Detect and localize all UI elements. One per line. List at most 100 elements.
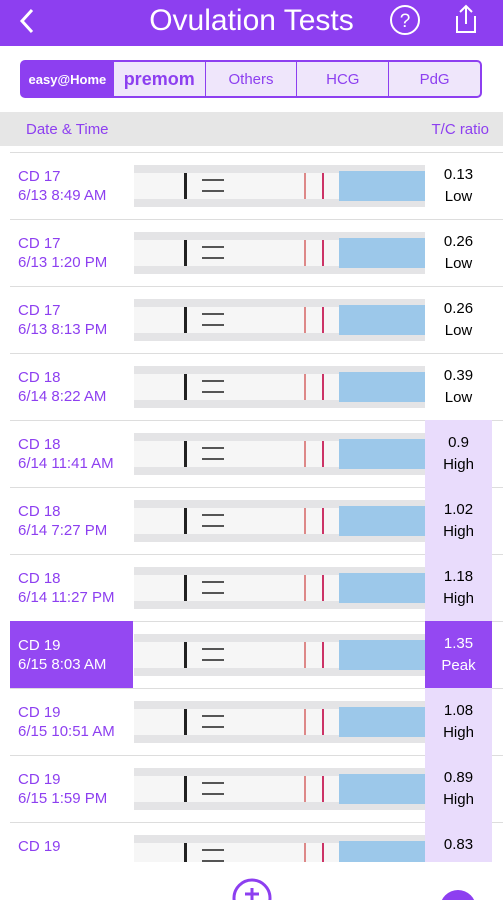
test-row[interactable]: CD 18 6/14 11:27 PM 1.18 High [0,554,503,621]
ratio-value: 1.02 [443,501,474,518]
title: Ovulation Tests [149,4,354,37]
column-label: Date & Time [26,121,109,138]
ratio-value: 0.26 [443,233,474,250]
header: ? Ovulation Tests [0,0,503,46]
ratio-value: 1.08 [443,702,474,719]
test-strip-photo [134,232,425,274]
separator [10,822,503,823]
column-label: T/C ratio [431,121,489,138]
fab-button[interactable] [440,890,476,905]
date-cell: CD 17 6/13 8:49 AM [10,152,133,219]
separator [10,219,503,220]
test-row[interactable]: CD 18 6/14 8:22 AM 0.39 Low [0,353,503,420]
level: High [443,791,474,808]
separator [10,621,503,622]
ratio-value: 0.83 [443,836,474,853]
test-strip-photo [134,433,425,475]
tab[interactable]: easy@Home [22,62,113,96]
timestamp: 6/13 1:20 PM [18,254,108,271]
timestamp: 6/14 11:27 PM [18,589,115,606]
test-row[interactable]: CD 18 6/14 11:41 AM 0.9 High [0,420,503,487]
cycle-day: CD 19 [18,704,61,721]
cycle-day: CD 19 [18,637,61,654]
date-cell: CD 17 6/13 8:13 PM [10,286,133,353]
level: Peak [441,657,476,674]
separator [10,286,503,287]
bottom-bar [0,862,503,905]
test-strip-photo [134,701,425,743]
cycle-day: CD 18 [18,570,61,587]
tab[interactable]: premom [112,62,205,96]
ratio-cell: 0.26 Low [425,219,492,286]
ratio-value: 1.35 [443,635,474,652]
cycle-day: CD 18 [18,369,61,386]
cycle-day: CD 18 [18,503,61,520]
ratio-cell: 1.08 High [425,688,492,755]
cycle-day: CD 17 [18,235,61,252]
level: Low [444,188,473,205]
separator [10,420,503,421]
separator [10,353,503,354]
ratio-cell: 1.02 High [425,487,492,554]
date-cell: CD 18 6/14 8:22 AM [10,353,133,420]
test-row[interactable]: CD 19 6/15 10:51 AM 1.08 High [0,688,503,755]
date-cell: CD 18 6/14 11:27 PM [10,554,133,621]
test-row[interactable]: CD 18 6/14 7:27 PM 1.02 High [0,487,503,554]
test-strip-photo [134,567,425,609]
timestamp: 6/13 8:49 AM [18,187,107,204]
ratio-value: 0.89 [443,769,474,786]
ratio-value: 0.13 [443,166,474,183]
level: High [443,590,474,607]
date-cell: CD 17 6/13 1:20 PM [10,219,133,286]
cycle-day: CD 17 [18,302,61,319]
separator [10,487,503,488]
timestamp: 6/15 8:03 AM [18,656,107,673]
cycle-day: CD 19 [18,838,61,855]
ratio-cell: 1.35 Peak [425,621,492,688]
date-cell: CD 18 6/14 11:41 AM [10,420,133,487]
level: High [443,724,474,741]
cycle-day: CD 19 [18,771,61,788]
test-row[interactable]: CD 17 6/13 8:49 AM 0.13 Low [0,152,503,219]
cycle-day: CD 18 [18,436,61,453]
level: Low [444,389,473,406]
test-strip-photo [134,165,425,207]
date-cell: CD 19 6/15 8:03 AM [10,621,133,688]
date-cell: CD 19 [10,822,133,889]
timestamp: 6/14 11:41 AM [18,455,114,472]
tab[interactable]: Others [204,62,297,96]
back-button[interactable] [19,8,34,34]
tab-bar: easy@Home premom Others HCG PdG [20,60,482,98]
timestamp: 6/14 8:22 AM [18,388,107,405]
test-row[interactable]: CD 17 6/13 1:20 PM 0.26 Low [0,219,503,286]
test-row[interactable]: CD 17 6/13 8:13 PM 0.26 Low [0,286,503,353]
help-icon: ? [400,11,411,32]
header-icons: ? [19,4,476,35]
level: High [443,456,474,473]
ratio-cell: 0.9 High [425,420,492,487]
timestamp: 6/15 10:51 AM [18,723,115,740]
date-cell: CD 18 6/14 7:27 PM [10,487,133,554]
ratio-value: 0.9 [448,434,469,451]
help-button[interactable] [390,5,420,35]
test-strip-photo [134,500,425,542]
ratio-cell: 0.39 Low [425,353,492,420]
test-row[interactable]: CD 19 6/15 8:03 AM 1.35 Peak [0,621,503,688]
column-header: Date & Time T/C ratio [0,112,503,146]
add-button[interactable] [232,878,272,905]
tab[interactable]: PdG [388,62,480,96]
share-button[interactable] [456,4,476,33]
timestamp: 6/13 8:13 PM [18,321,108,338]
test-strip-photo [134,299,425,341]
level: Low [444,322,473,339]
ratio-cell: 0.13 Low [425,152,492,219]
separator [10,152,503,153]
test-row[interactable]: CD 19 6/15 1:59 PM 0.89 High [0,755,503,822]
timestamp: 6/15 1:59 PM [18,790,108,807]
ratio-cell: 1.18 High [425,554,492,621]
date-cell: CD 19 6/15 1:59 PM [10,755,133,822]
test-strip-photo [134,768,425,810]
cycle-day: CD 17 [18,168,61,185]
tab[interactable]: HCG [296,62,388,96]
